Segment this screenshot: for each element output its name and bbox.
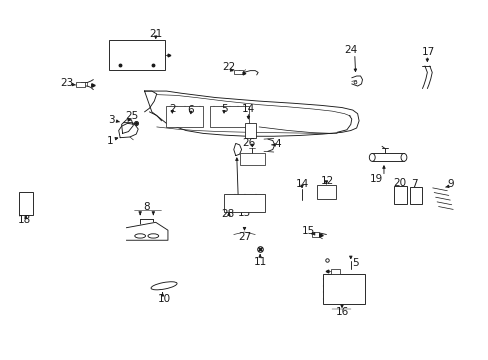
- Text: 11: 11: [253, 257, 266, 267]
- Bar: [233, 69, 242, 74]
- Text: 5: 5: [352, 258, 358, 268]
- Bar: [166, 106, 203, 127]
- Bar: [316, 185, 335, 199]
- Text: 13: 13: [237, 208, 251, 218]
- Bar: [322, 274, 365, 304]
- Text: 2: 2: [169, 104, 175, 114]
- Text: 8: 8: [143, 202, 150, 212]
- Bar: [109, 40, 164, 69]
- Text: 23: 23: [60, 78, 74, 88]
- Text: 12: 12: [320, 176, 333, 186]
- Bar: [239, 153, 264, 165]
- Text: 24: 24: [344, 45, 357, 55]
- Text: 17: 17: [421, 46, 434, 57]
- Text: 9: 9: [446, 179, 453, 189]
- Text: 25: 25: [125, 111, 139, 121]
- Text: 18: 18: [18, 215, 31, 225]
- Text: 10: 10: [157, 294, 170, 304]
- Text: 15: 15: [302, 226, 315, 236]
- Bar: [224, 194, 265, 212]
- Bar: [393, 186, 407, 204]
- Bar: [409, 187, 422, 204]
- Text: 4: 4: [274, 139, 281, 149]
- Text: 7: 7: [410, 179, 417, 189]
- Bar: [210, 106, 249, 127]
- Ellipse shape: [135, 234, 145, 238]
- Bar: [371, 153, 403, 161]
- Ellipse shape: [151, 282, 177, 290]
- Text: 5: 5: [220, 104, 227, 114]
- Text: 14: 14: [295, 179, 308, 189]
- Text: 27: 27: [237, 232, 251, 242]
- Bar: [76, 82, 85, 87]
- Text: 16: 16: [335, 307, 348, 317]
- Bar: [311, 232, 319, 237]
- Text: 6: 6: [187, 105, 194, 115]
- Text: 1: 1: [107, 136, 114, 146]
- Bar: [19, 192, 33, 215]
- Ellipse shape: [368, 153, 374, 161]
- Text: 14: 14: [241, 104, 255, 114]
- Text: 22: 22: [222, 62, 235, 72]
- Text: 3: 3: [108, 115, 115, 125]
- Polygon shape: [144, 91, 358, 136]
- Ellipse shape: [148, 234, 158, 238]
- Text: 21: 21: [149, 30, 162, 39]
- Text: 28: 28: [221, 210, 234, 220]
- Polygon shape: [126, 222, 167, 240]
- Text: 26: 26: [241, 138, 255, 148]
- Text: 19: 19: [369, 174, 382, 184]
- Text: 20: 20: [392, 178, 406, 188]
- Bar: [330, 269, 339, 274]
- Bar: [245, 123, 256, 138]
- Ellipse shape: [400, 153, 406, 161]
